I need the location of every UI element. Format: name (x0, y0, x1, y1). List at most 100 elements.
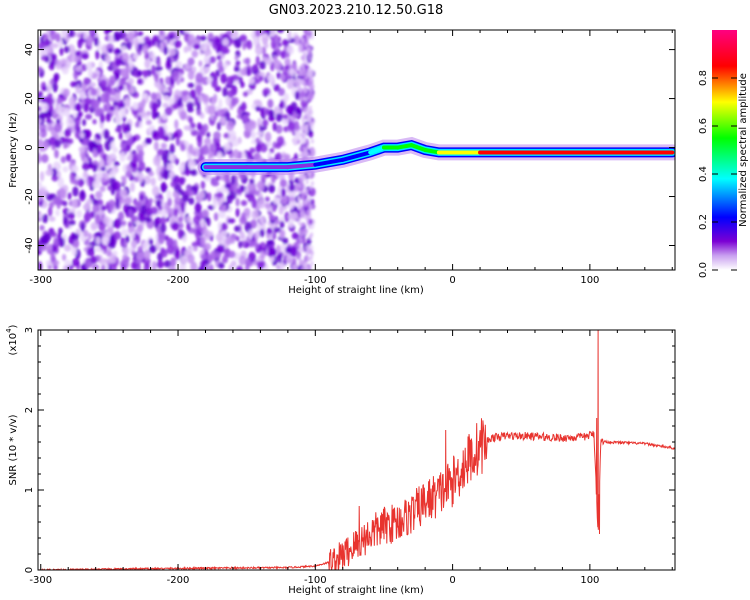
spectrogram-cell (280, 194, 288, 205)
spectrogram-cell (113, 180, 121, 192)
spectrogram-cell (288, 183, 295, 192)
chart-title: GN03.2023.210.12.50.G18 (269, 3, 444, 18)
spectrogram-cell (51, 175, 59, 182)
spectrogram-cell (74, 122, 79, 131)
spectrogram-cell (95, 142, 103, 154)
spectrogram-cell (305, 254, 309, 260)
spectrogram-cell (187, 57, 195, 66)
spectrogram-cell (107, 199, 116, 208)
spectrogram-cell (130, 261, 138, 270)
spectrogram-cell (298, 78, 302, 84)
spectrogram-cell (42, 213, 49, 224)
spectrogram-cell (299, 237, 303, 243)
spectrogram-cell (301, 266, 305, 270)
spectrogram-cell (151, 64, 156, 76)
spectrogram-cell (258, 216, 265, 224)
spectrogram-cell (259, 228, 265, 238)
spectrogram-cell (284, 52, 291, 58)
spectrogram-cell (310, 138, 314, 144)
spectrogram-cell (302, 174, 306, 180)
spectrogram-cell (75, 84, 80, 94)
spectrogram-cell (173, 40, 182, 49)
spectrogram-cell (160, 208, 168, 219)
spectrogram-cell (298, 246, 302, 252)
spectrogram-cell (244, 264, 250, 270)
spectrogram-cell (76, 210, 83, 218)
spectrogram-cell (39, 187, 46, 198)
spectrogram-cell (285, 246, 292, 254)
spectrogram-cell (69, 176, 76, 184)
spectrogram-cell (307, 196, 311, 202)
spectrogram-cell (305, 144, 309, 150)
spectrogram-cell (38, 41, 45, 50)
spectrogram-cell (276, 71, 281, 80)
spectrogram-cell (220, 116, 227, 124)
spectrogram-cell (183, 30, 192, 34)
spectrogram-cell (83, 169, 88, 178)
spectrogram-cell (242, 42, 247, 51)
spectrogram-cell (168, 34, 174, 40)
spectrogram-cell (217, 200, 223, 207)
spectrogram-cell (259, 60, 266, 70)
spectrogram-cell (266, 239, 275, 246)
spectrogram-cell (151, 185, 160, 197)
spectrogram-cell (306, 220, 310, 226)
spectrogram-cell (269, 247, 277, 257)
spectrogram-cell (309, 204, 313, 210)
spectrogram-cell (43, 42, 48, 48)
spectrogram-cell (302, 59, 306, 65)
spectrogram-cell (308, 120, 312, 126)
spectrogram-cell (247, 182, 255, 191)
spectrogram-cell (288, 196, 296, 202)
spectrogram-cell (39, 128, 47, 139)
spectrogram-cell (138, 214, 146, 223)
spectrogram-cell (126, 41, 132, 50)
spectrogram-cell (253, 78, 261, 85)
spectrogram-cell (63, 45, 70, 54)
spectrogram-cell (38, 212, 44, 219)
spectrogram-cell (148, 244, 157, 254)
spectrogram-cell (54, 195, 63, 205)
spectrogram-cell (276, 30, 285, 34)
spectrogram-cell (197, 137, 203, 148)
spectrogram-cell (193, 215, 201, 225)
spectrogram-cell (46, 83, 52, 93)
spectrogram-cell (161, 181, 167, 192)
spectrogram-cell (115, 58, 122, 67)
spectrogram-cell (98, 171, 104, 179)
spectrogram-cell (141, 111, 147, 118)
spectrogram-cell (46, 117, 52, 125)
spectrogram-cell (148, 198, 154, 204)
colorbar-tick-label: 0.8 (698, 70, 709, 86)
spectrogram-cell (305, 257, 309, 263)
spectrogram-cell (183, 125, 192, 131)
spectrogram-cell (226, 76, 233, 85)
spectrogram-cell (122, 125, 129, 134)
spectrogram-cell (297, 242, 301, 248)
spectrogram-cell (105, 113, 111, 122)
spectrogram-cell (163, 46, 169, 55)
spectrogram-cell (71, 165, 79, 173)
spectrogram-cell (221, 222, 228, 231)
spectrogram-cell (204, 50, 210, 57)
spectrogram-cell (246, 66, 251, 77)
spectrogram-cell (224, 110, 231, 122)
spectrogram-xtick-label: 0 (449, 275, 455, 286)
spectrogram-cell (190, 261, 198, 270)
spectrogram-cell (100, 79, 107, 88)
spectrogram-cell (71, 246, 77, 257)
spectrogram-cell (96, 199, 104, 207)
spectrogram-cell (52, 259, 60, 266)
spectrogram-cell (309, 254, 313, 260)
spectrogram-cell (81, 52, 89, 60)
spectrogram-cell (198, 190, 205, 200)
spectrogram-cell (262, 36, 268, 43)
spectrogram-cell (89, 82, 97, 88)
spectrogram-cell (104, 171, 110, 181)
spectrogram-cell (231, 139, 240, 147)
spectrogram-xtick-label: -300 (29, 275, 52, 286)
spectrogram-cell (225, 82, 233, 89)
spectrogram-cell (215, 233, 223, 242)
spectrogram-cell (264, 202, 271, 210)
spectrogram-cell (159, 41, 164, 53)
